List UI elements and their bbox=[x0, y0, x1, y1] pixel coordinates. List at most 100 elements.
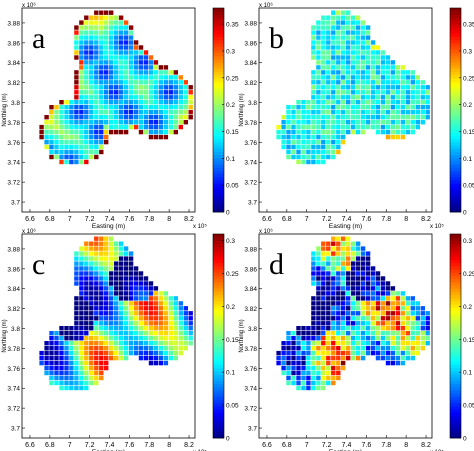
heatmap-cell bbox=[168, 341, 174, 346]
y-tick-label: 3.74 bbox=[7, 386, 20, 393]
colorbar-step bbox=[450, 434, 461, 439]
heatmap-cell bbox=[346, 261, 351, 266]
heatmap-cell bbox=[390, 286, 396, 291]
heatmap-cell bbox=[118, 296, 124, 301]
heatmap-cell bbox=[336, 30, 341, 35]
x-tick-label: 6.6 bbox=[262, 442, 272, 449]
heatmap-cell bbox=[316, 251, 321, 256]
heatmap-cell bbox=[311, 45, 316, 50]
heatmap-cell bbox=[114, 301, 119, 306]
heatmap-cell bbox=[286, 139, 291, 145]
heatmap-cell bbox=[148, 346, 154, 351]
heatmap-cell bbox=[306, 341, 311, 346]
heatmap-cell bbox=[74, 360, 79, 366]
heatmap-cell bbox=[138, 291, 144, 296]
heatmap-cell bbox=[99, 355, 104, 361]
heatmap-cell bbox=[123, 281, 129, 286]
heatmap-cell bbox=[326, 65, 331, 70]
heatmap-cell bbox=[168, 321, 174, 326]
x-tick-label: 7 bbox=[305, 442, 309, 449]
heatmap-cell bbox=[163, 75, 169, 80]
heatmap-cell bbox=[311, 85, 316, 90]
heatmap-cell bbox=[163, 350, 169, 356]
heatmap-cell bbox=[79, 120, 84, 125]
x-multiplier: x 10⁵ bbox=[430, 223, 444, 230]
heatmap-cell bbox=[375, 316, 381, 321]
heatmap-cell bbox=[316, 70, 321, 75]
heatmap-cell bbox=[123, 115, 129, 120]
heatmap-cell bbox=[188, 90, 193, 95]
heatmap-cell bbox=[370, 45, 376, 50]
heatmap-cell bbox=[59, 124, 64, 130]
heatmap-cell bbox=[99, 311, 104, 316]
heatmap-cell bbox=[400, 360, 406, 366]
heatmap-cell bbox=[99, 286, 104, 291]
heatmap-cell bbox=[69, 355, 74, 361]
heatmap-cell bbox=[321, 286, 326, 291]
heatmap-cell bbox=[370, 306, 376, 311]
heatmap-cell bbox=[390, 350, 396, 356]
heatmap-cell bbox=[365, 90, 371, 95]
heatmap-cell bbox=[138, 124, 144, 130]
heatmap-cell bbox=[321, 60, 326, 65]
colorbar-step bbox=[450, 406, 461, 410]
colorbar-step bbox=[213, 173, 224, 178]
colorbar-tick-label: 0.25 bbox=[226, 271, 239, 278]
heatmap-cell bbox=[84, 159, 89, 165]
heatmap-cell bbox=[79, 311, 84, 316]
heatmap-cell bbox=[143, 276, 149, 281]
heatmap-cell bbox=[351, 266, 356, 271]
colorbar-step bbox=[213, 180, 224, 184]
heatmap-cell bbox=[336, 60, 341, 65]
heatmap-cell bbox=[59, 360, 64, 366]
colorbar-step bbox=[213, 320, 224, 324]
heatmap-cell bbox=[109, 326, 114, 331]
heatmap-cell bbox=[346, 326, 351, 331]
heatmap-cell bbox=[405, 355, 411, 361]
heatmap-cell bbox=[143, 75, 149, 80]
heatmap-cell bbox=[326, 370, 331, 376]
heatmap-cell bbox=[331, 246, 336, 251]
heatmap-cell bbox=[89, 75, 94, 80]
heatmap-cell bbox=[410, 105, 415, 110]
heatmap-cell bbox=[331, 60, 336, 65]
heatmap-cell bbox=[311, 95, 316, 100]
heatmap-cell bbox=[360, 105, 366, 110]
heatmap-cell bbox=[380, 129, 386, 135]
heatmap-cell bbox=[148, 311, 154, 316]
heatmap-cell bbox=[336, 139, 341, 145]
heatmap-cell bbox=[183, 110, 188, 115]
heatmap-cell bbox=[346, 291, 351, 296]
colorbar-step bbox=[213, 383, 224, 388]
heatmap-cell bbox=[355, 105, 361, 110]
heatmap-cell bbox=[99, 370, 104, 376]
heatmap-cell bbox=[415, 90, 420, 95]
heatmap-cell bbox=[355, 256, 361, 261]
x-multiplier: x 10⁵ bbox=[193, 223, 207, 230]
heatmap-cell bbox=[118, 20, 124, 25]
heatmap-cell bbox=[79, 321, 84, 326]
heatmap-cell bbox=[336, 105, 341, 110]
heatmap-cell bbox=[49, 375, 54, 381]
heatmap-cell bbox=[123, 124, 129, 130]
heatmap-cell bbox=[89, 291, 94, 296]
heatmap-cell bbox=[316, 311, 321, 316]
heatmap-cell bbox=[89, 380, 94, 386]
heatmap-cell bbox=[321, 100, 326, 105]
heatmap-cell bbox=[94, 380, 99, 386]
heatmap-cell bbox=[153, 110, 159, 115]
heatmap-cell bbox=[360, 341, 366, 346]
heatmap-cell bbox=[400, 80, 406, 85]
heatmap-cell bbox=[296, 120, 301, 125]
heatmap-cell bbox=[410, 70, 415, 75]
y-tick-label: 3.72 bbox=[244, 406, 257, 413]
heatmap-cell bbox=[99, 115, 104, 120]
heatmap-cell bbox=[355, 90, 361, 95]
heatmap-cell bbox=[326, 110, 331, 115]
heatmap-cell bbox=[153, 115, 159, 120]
heatmap-cell bbox=[79, 271, 84, 276]
heatmap-cell bbox=[49, 120, 54, 125]
heatmap-cell bbox=[49, 370, 54, 376]
colorbar-step bbox=[450, 36, 461, 41]
heatmap-cell bbox=[59, 120, 64, 125]
